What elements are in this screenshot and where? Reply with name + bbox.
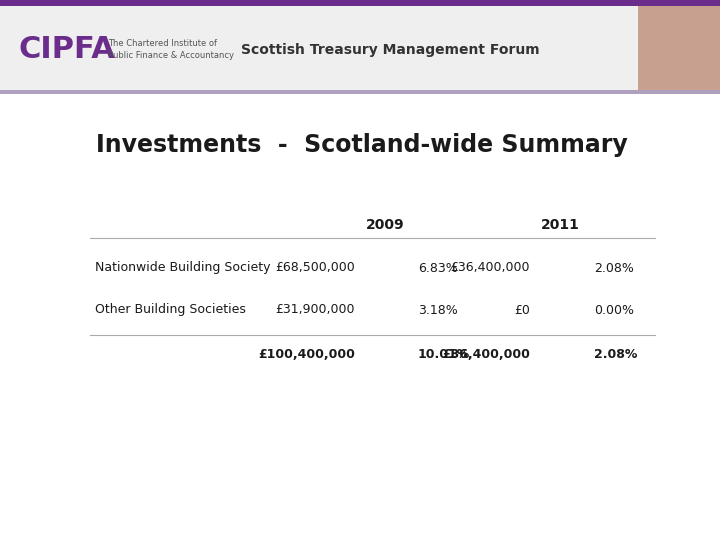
Text: 10.01%: 10.01% (418, 348, 470, 361)
Text: Nationwide Building Society: Nationwide Building Society (95, 261, 271, 274)
Text: 2.08%: 2.08% (594, 261, 634, 274)
Bar (638, 6, 720, 90)
Text: £36,400,000: £36,400,000 (442, 348, 530, 361)
Text: 2.08%: 2.08% (594, 348, 637, 361)
Text: The Chartered Institute of: The Chartered Institute of (108, 38, 217, 48)
Text: £68,500,000: £68,500,000 (275, 261, 355, 274)
Text: CIPFA: CIPFA (18, 36, 115, 64)
Bar (0, 94, 720, 540)
Text: £100,400,000: £100,400,000 (258, 348, 355, 361)
Text: 0.00%: 0.00% (594, 303, 634, 316)
Text: 6.83%: 6.83% (418, 261, 458, 274)
Text: £36,400,000: £36,400,000 (451, 261, 530, 274)
Bar (0, 6, 720, 90)
Text: 3.18%: 3.18% (418, 303, 458, 316)
Bar (0, 0, 720, 6)
Text: Investments  -  Scotland-wide Summary: Investments - Scotland-wide Summary (96, 133, 628, 157)
Text: Scottish Treasury Management Forum: Scottish Treasury Management Forum (240, 43, 539, 57)
Text: 2011: 2011 (541, 218, 580, 232)
Text: £0: £0 (514, 303, 530, 316)
Text: Public Finance & Accountancy: Public Finance & Accountancy (108, 51, 234, 59)
Text: £31,900,000: £31,900,000 (276, 303, 355, 316)
Bar (0, 90, 720, 94)
Text: 2009: 2009 (366, 218, 405, 232)
Text: Other Building Societies: Other Building Societies (95, 303, 246, 316)
